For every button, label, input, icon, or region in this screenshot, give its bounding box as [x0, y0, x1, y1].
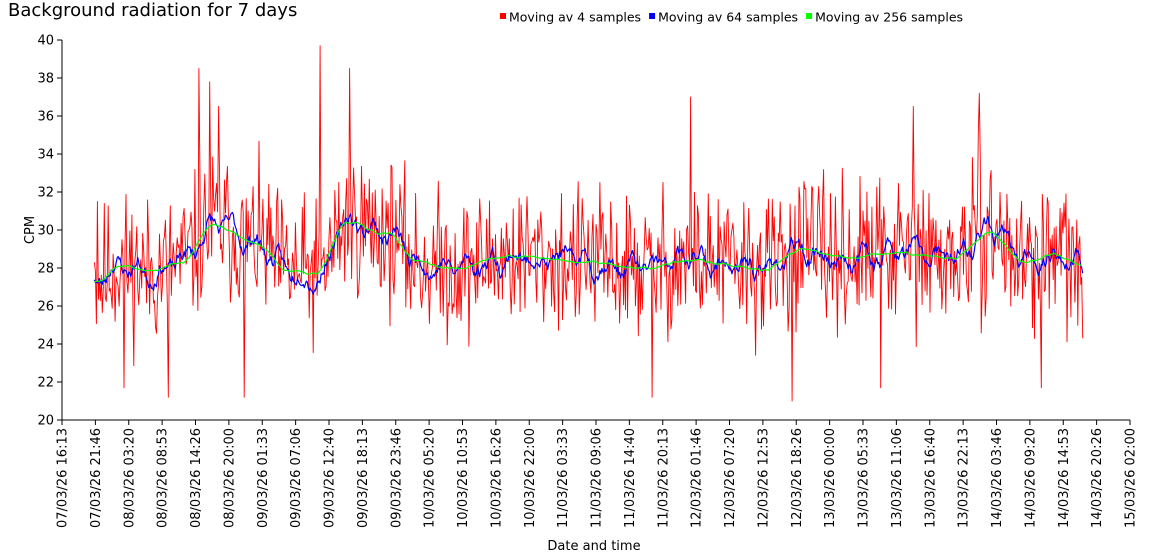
legend-swatch-1 [500, 13, 506, 19]
x-tick-label: 10/03/26 22:00 [523, 428, 538, 528]
x-tick-label: 14/03/26 20:26 [1090, 428, 1105, 528]
chart-title: Background radiation for 7 days [8, 0, 297, 21]
y-axis-label: CPM [23, 216, 38, 244]
legend-swatch-3 [806, 13, 813, 19]
x-tick-label: 10/03/26 10:53 [456, 428, 471, 528]
x-tick-label: 08/03/26 08:53 [156, 428, 171, 528]
y-axis: 20 22 24 26 28 30 32 34 36 38 40 [37, 34, 63, 429]
y-tick-label: 26 [37, 300, 54, 315]
x-tick-label: 13/03/26 11:06 [890, 428, 905, 528]
y-tick-label: 32 [37, 186, 54, 201]
x-tick-label: 12/03/26 12:53 [756, 428, 771, 528]
x-tick-label: 13/03/26 05:33 [857, 428, 872, 528]
y-tick-label: 36 [37, 110, 54, 125]
x-tick-label: 08/03/26 14:26 [189, 428, 204, 528]
x-tick-label: 09/03/26 07:06 [289, 428, 304, 528]
legend-label-3: Moving av 256 samples [815, 10, 963, 25]
series-line-3 [94, 221, 1082, 283]
plot-area [93, 45, 1084, 402]
x-tick-label: 14/03/26 09:20 [1023, 428, 1038, 528]
x-tick-label: 12/03/26 18:26 [790, 428, 805, 528]
y-tick-label: 22 [37, 376, 54, 391]
series-line-1 [93, 45, 1084, 402]
x-tick-label: 07/03/26 21:46 [89, 428, 104, 528]
x-tick-label: 13/03/26 22:13 [957, 428, 972, 528]
x-tick-label: 14/03/26 14:53 [1057, 428, 1072, 528]
x-tick-label: 09/03/26 18:13 [356, 428, 371, 528]
x-tick-label: 11/03/26 03:33 [556, 428, 571, 528]
x-tick-label: 09/03/26 12:40 [323, 428, 338, 528]
x-axis-label: Date and time [547, 539, 640, 554]
legend: Moving av 4 samples Moving av 64 samples M… [500, 10, 963, 25]
x-tick-label: 08/03/26 20:00 [222, 428, 237, 528]
x-tick-label: 11/03/26 14:40 [623, 428, 638, 528]
x-tick-label: 11/03/26 20:13 [656, 428, 671, 528]
x-tick-label: 10/03/26 16:26 [489, 428, 504, 528]
x-tick-label: 09/03/26 01:33 [256, 428, 271, 528]
x-axis: 07/03/26 16:13 07/03/26 21:46 08/03/26 03:… [56, 419, 1139, 528]
x-tick-label: 09/03/26 23:46 [389, 428, 404, 528]
legend-label-1: Moving av 4 samples [509, 10, 641, 25]
legend-label-2: Moving av 64 samples [658, 10, 798, 25]
y-tick-label: 38 [37, 72, 54, 87]
y-tick-label: 24 [37, 338, 54, 353]
x-tick-label: 08/03/26 03:20 [122, 428, 137, 528]
legend-swatch-2 [649, 13, 656, 19]
y-tick-label: 28 [37, 262, 54, 277]
x-tick-label: 12/03/26 07:20 [723, 428, 738, 528]
y-tick-label: 20 [37, 414, 54, 429]
x-tick-label: 13/03/26 00:00 [823, 428, 838, 528]
x-tick-label: 10/03/26 05:20 [423, 428, 438, 528]
y-tick-label: 40 [37, 34, 54, 49]
x-tick-label: 14/03/26 03:46 [990, 428, 1005, 528]
x-tick-label: 07/03/26 16:13 [56, 428, 71, 528]
series-line-2 [93, 211, 1084, 295]
x-tick-label: 13/03/26 16:40 [923, 428, 938, 528]
y-tick-label: 34 [37, 148, 54, 163]
y-tick-label: 30 [37, 224, 54, 239]
x-tick-label: 11/03/26 09:06 [590, 428, 605, 528]
x-tick-label: 12/03/26 01:46 [690, 428, 705, 528]
x-tick-label: 15/03/26 02:00 [1124, 428, 1139, 528]
